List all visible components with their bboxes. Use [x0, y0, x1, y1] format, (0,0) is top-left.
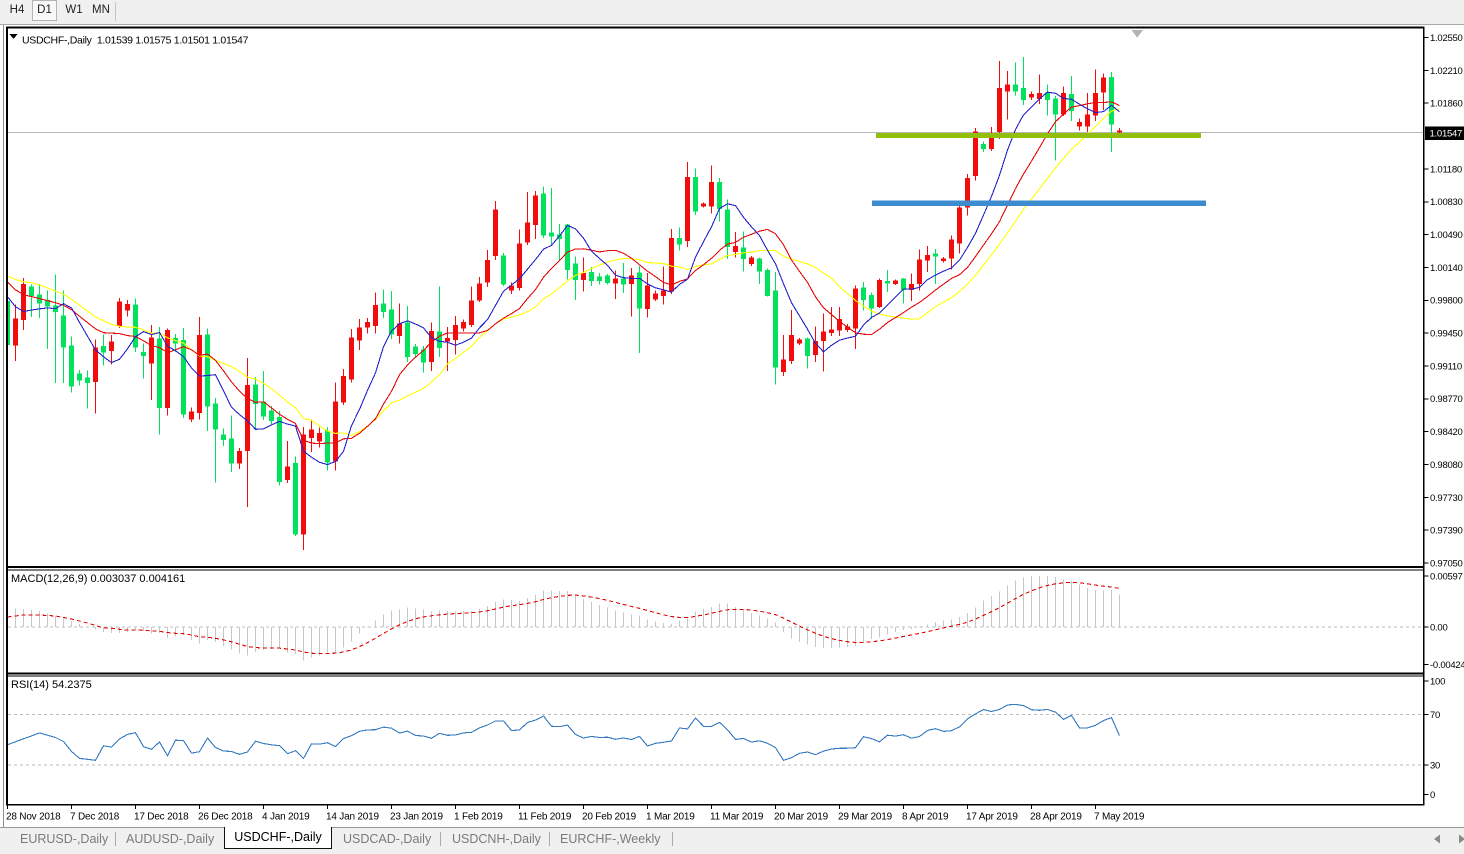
svg-text:7 May 2019: 7 May 2019 — [1094, 812, 1145, 823]
svg-text:USDCHF-,Daily 1.01539 1.01575: USDCHF-,Daily 1.01539 1.01575 1.01501 1.… — [22, 35, 249, 47]
svg-text:17 Apr 2019: 17 Apr 2019 — [966, 812, 1018, 823]
svg-text:26 Dec 2018: 26 Dec 2018 — [198, 812, 253, 823]
svg-text:28 Nov 2018: 28 Nov 2018 — [6, 812, 61, 823]
svg-text:1.01547: 1.01547 — [1430, 129, 1463, 140]
svg-text:7 Dec 2018: 7 Dec 2018 — [70, 812, 120, 823]
svg-text:1 Feb 2019: 1 Feb 2019 — [454, 812, 503, 823]
svg-text:1.00140: 1.00140 — [1430, 263, 1463, 274]
svg-text:0.97050: 0.97050 — [1430, 559, 1463, 570]
svg-text:0.99450: 0.99450 — [1430, 329, 1463, 340]
svg-text:0.98420: 0.98420 — [1430, 427, 1463, 438]
svg-text:0.00597: 0.00597 — [1430, 571, 1463, 582]
svg-text:14 Jan 2019: 14 Jan 2019 — [326, 812, 379, 823]
svg-text:20 Feb 2019: 20 Feb 2019 — [582, 812, 637, 823]
svg-text:0: 0 — [1430, 790, 1435, 801]
svg-text:11 Mar 2019: 11 Mar 2019 — [710, 812, 764, 823]
svg-text:1.02210: 1.02210 — [1430, 66, 1463, 77]
svg-text:100: 100 — [1430, 676, 1445, 687]
svg-text:0.97730: 0.97730 — [1430, 493, 1463, 504]
svg-text:0.00: 0.00 — [1430, 622, 1448, 633]
svg-text:1.01860: 1.01860 — [1430, 99, 1463, 110]
svg-text:28 Apr 2019: 28 Apr 2019 — [1030, 812, 1082, 823]
svg-text:1.00830: 1.00830 — [1430, 197, 1463, 208]
svg-text:1 Mar 2019: 1 Mar 2019 — [646, 812, 695, 823]
svg-text:0.98770: 0.98770 — [1430, 394, 1463, 405]
svg-text:70: 70 — [1430, 710, 1440, 721]
svg-text:17 Dec 2018: 17 Dec 2018 — [134, 812, 189, 823]
svg-text:-0.00424: -0.00424 — [1430, 660, 1464, 671]
svg-text:0.98080: 0.98080 — [1430, 460, 1463, 471]
svg-text:23 Jan 2019: 23 Jan 2019 — [390, 812, 443, 823]
svg-text:29 Mar 2019: 29 Mar 2019 — [838, 812, 893, 823]
svg-text:11 Feb 2019: 11 Feb 2019 — [518, 812, 572, 823]
svg-text:8 Apr 2019: 8 Apr 2019 — [902, 812, 949, 823]
svg-text:1.00490: 1.00490 — [1430, 230, 1463, 241]
svg-text:4 Jan 2019: 4 Jan 2019 — [262, 812, 310, 823]
svg-text:20 Mar 2019: 20 Mar 2019 — [774, 812, 829, 823]
svg-text:30: 30 — [1430, 760, 1440, 771]
svg-text:MACD(12,26,9) 0.003037 0.00416: MACD(12,26,9) 0.003037 0.004161 — [11, 573, 185, 585]
svg-text:0.97390: 0.97390 — [1430, 526, 1463, 537]
svg-text:0.99110: 0.99110 — [1430, 361, 1462, 372]
svg-text:RSI(14) 54.2375: RSI(14) 54.2375 — [11, 679, 92, 691]
svg-text:0.99800: 0.99800 — [1430, 296, 1463, 307]
svg-text:1.01180: 1.01180 — [1430, 164, 1462, 175]
svg-text:1.02550: 1.02550 — [1430, 33, 1463, 44]
